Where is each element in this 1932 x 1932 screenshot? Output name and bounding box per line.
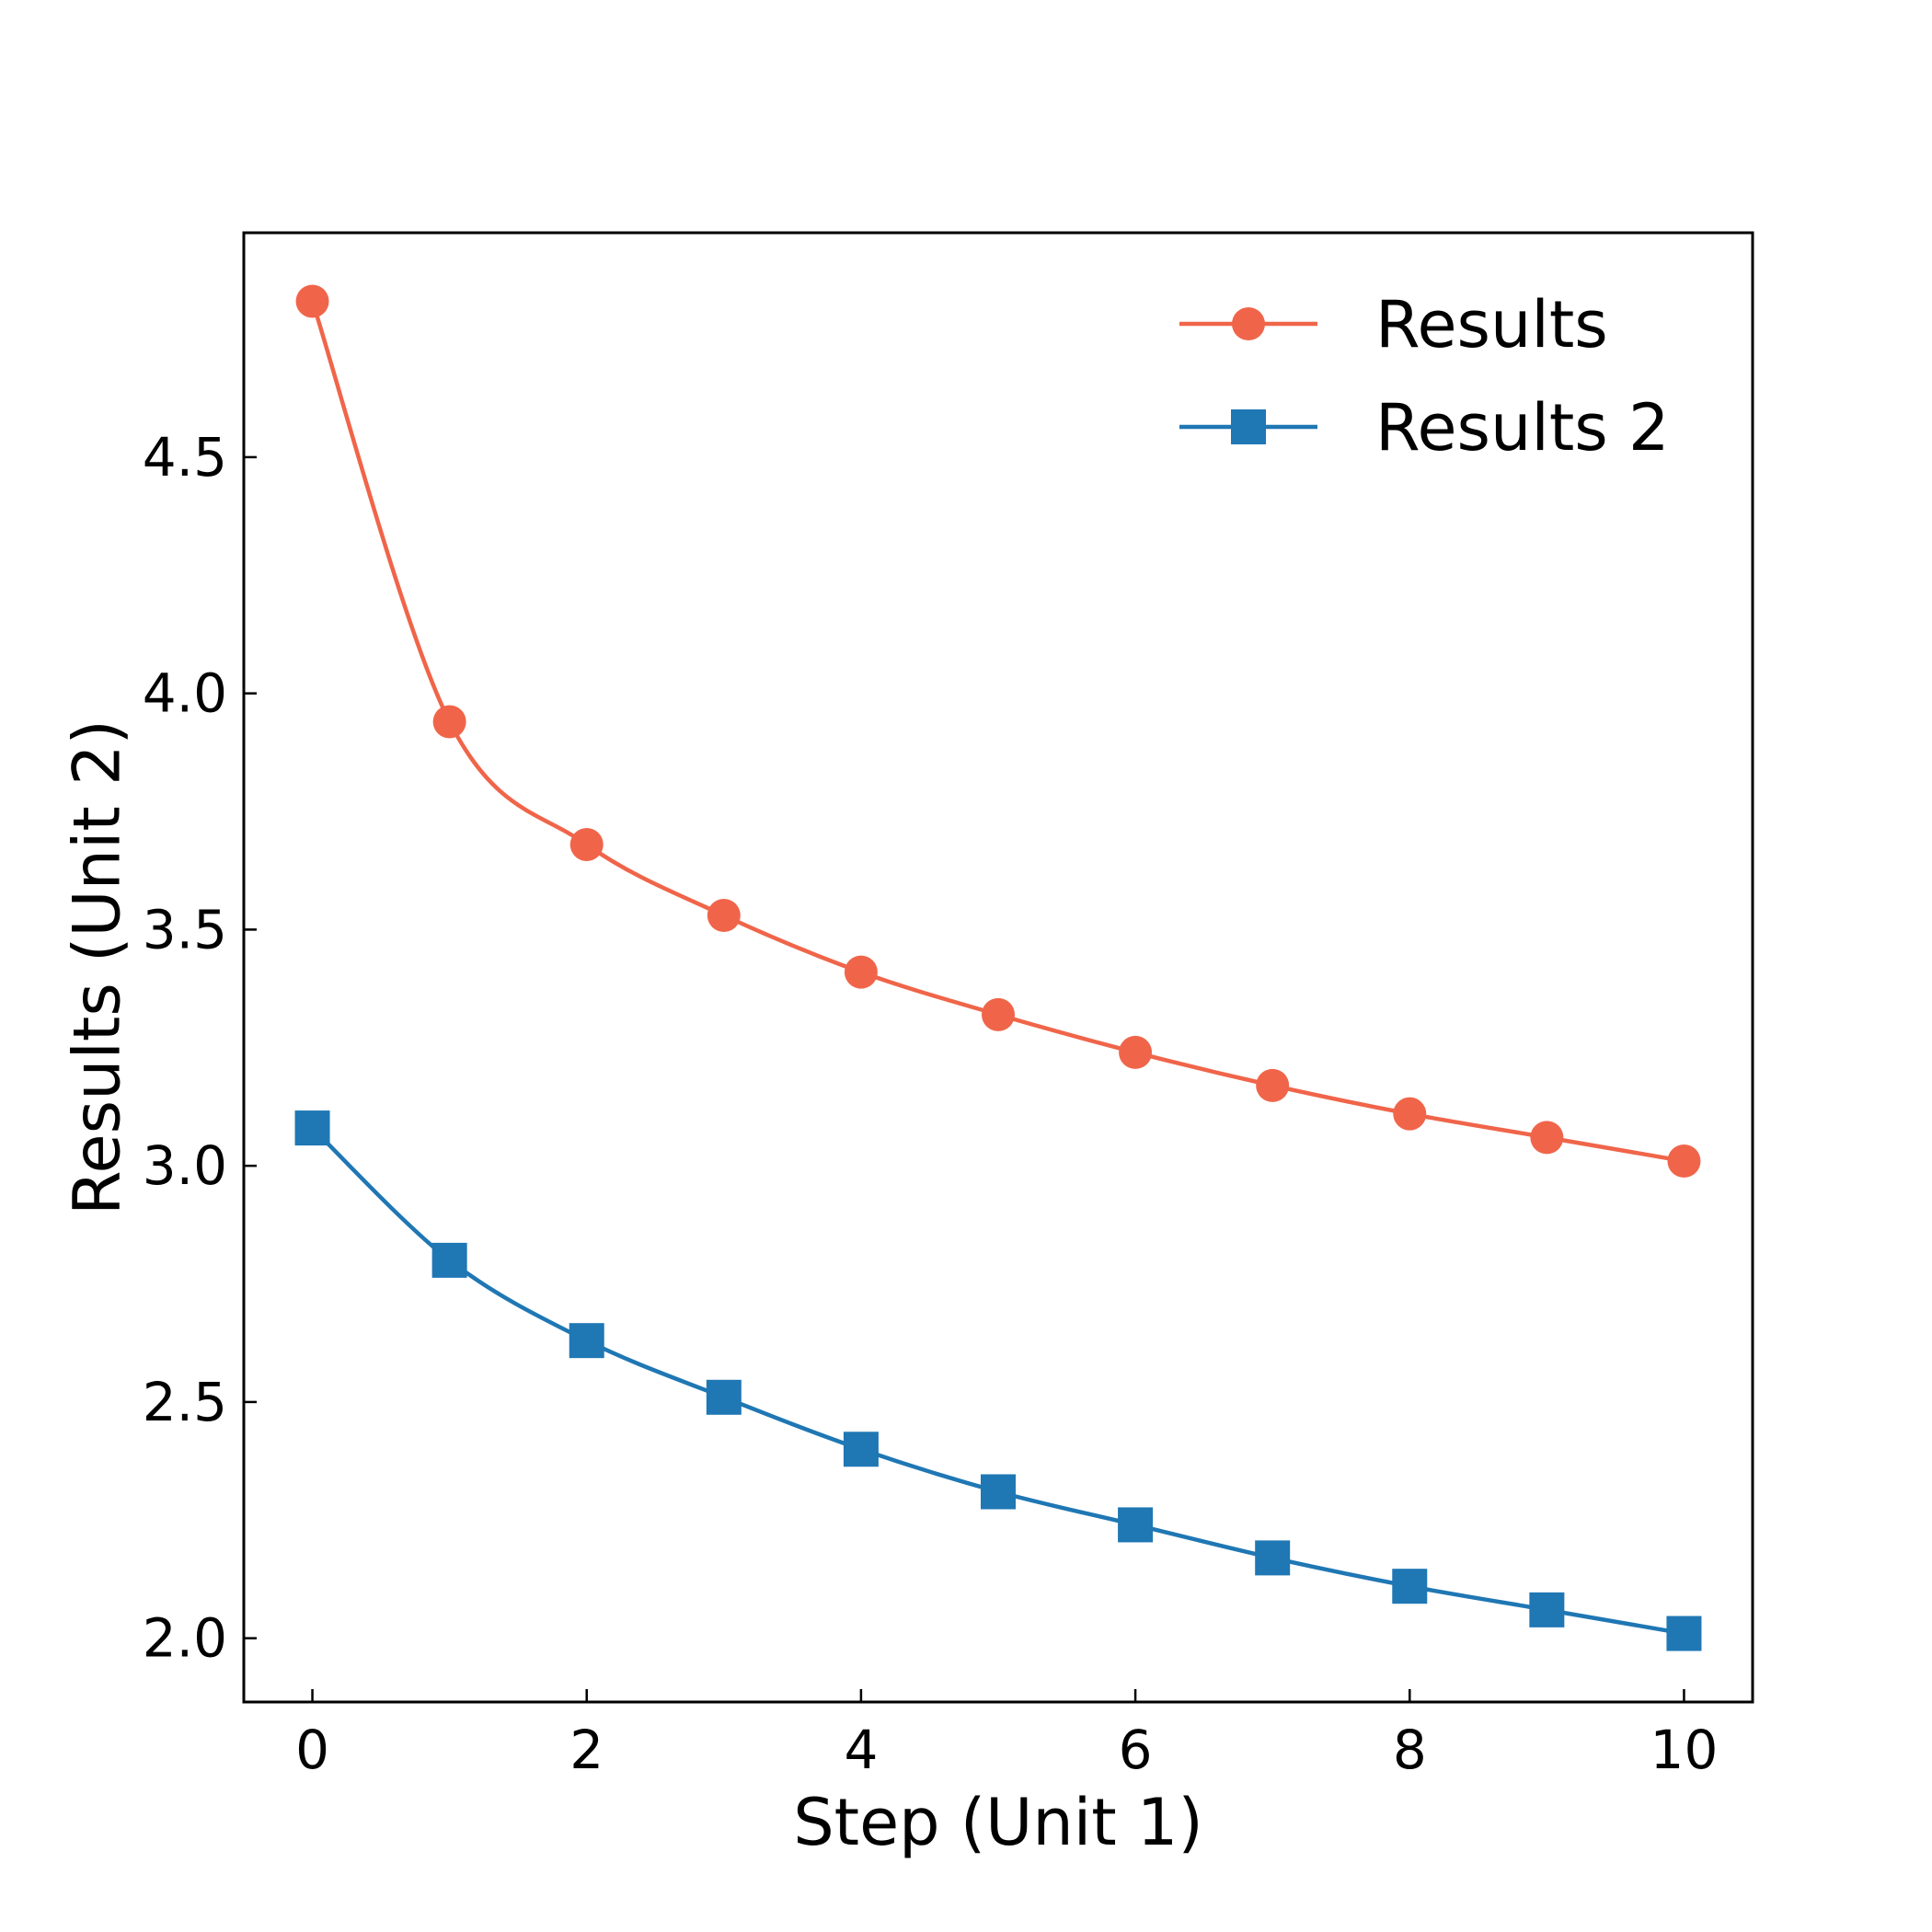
data-point [707, 899, 741, 933]
data-point [1118, 1507, 1154, 1543]
y-tick-label: 2.0 [143, 1607, 227, 1670]
data-point [706, 1379, 742, 1415]
data-point [294, 1110, 330, 1146]
data-point [844, 955, 878, 989]
data-point [843, 1432, 879, 1467]
data-point [569, 827, 604, 861]
x-tick-label: 10 [1650, 1719, 1719, 1781]
legend-item: Results 2 [1179, 390, 1670, 466]
series-line [310, 1126, 1685, 1636]
data-point [1255, 1540, 1291, 1576]
data-point [295, 284, 329, 318]
legend-marker [1231, 409, 1266, 444]
data-point [982, 997, 1015, 1031]
y-axis-label: Results (Unit 2) [60, 719, 135, 1215]
y-tick-label: 4.5 [143, 426, 227, 489]
data-point [431, 1242, 467, 1278]
legend-item: Results [1179, 287, 1608, 362]
legend-label: Results [1375, 287, 1608, 362]
y-tick-label: 3.5 [143, 898, 227, 960]
series-layer [294, 284, 1702, 1651]
legend: Results Results 2 [1179, 287, 1670, 466]
y-tick-label: 4.0 [143, 662, 227, 725]
data-point [1393, 1097, 1427, 1131]
data-point [1392, 1569, 1428, 1604]
data-point [1119, 1035, 1153, 1069]
data-point [432, 705, 466, 739]
x-tick-label: 0 [295, 1719, 329, 1781]
data-point [1256, 1068, 1290, 1102]
x-tick-label: 4 [844, 1719, 878, 1781]
data-point [981, 1474, 1016, 1510]
data-point [1530, 1121, 1564, 1155]
x-tick-label: 2 [569, 1719, 604, 1781]
data-point [1529, 1592, 1565, 1627]
data-point [569, 1323, 604, 1359]
y-tick-label: 2.5 [143, 1371, 227, 1433]
series-line [310, 300, 1685, 1164]
series-2 [294, 1110, 1702, 1651]
data-point [1666, 1616, 1702, 1651]
x-axis: 0 2 4 6 8 10 [295, 1689, 1718, 1781]
y-tick-label: 3.0 [143, 1134, 227, 1197]
x-axis-label: Step (Unit 1) [793, 1785, 1203, 1860]
x-tick-label: 8 [1393, 1719, 1427, 1781]
legend-label: Results 2 [1375, 390, 1670, 466]
y-axis: 2.0 2.5 3.0 3.5 4.0 4.5 [143, 426, 257, 1670]
data-point [1667, 1144, 1701, 1179]
plot-frame [242, 231, 1754, 1704]
x-tick-label: 6 [1119, 1719, 1153, 1781]
legend-marker [1232, 307, 1265, 340]
series-1 [295, 284, 1701, 1179]
